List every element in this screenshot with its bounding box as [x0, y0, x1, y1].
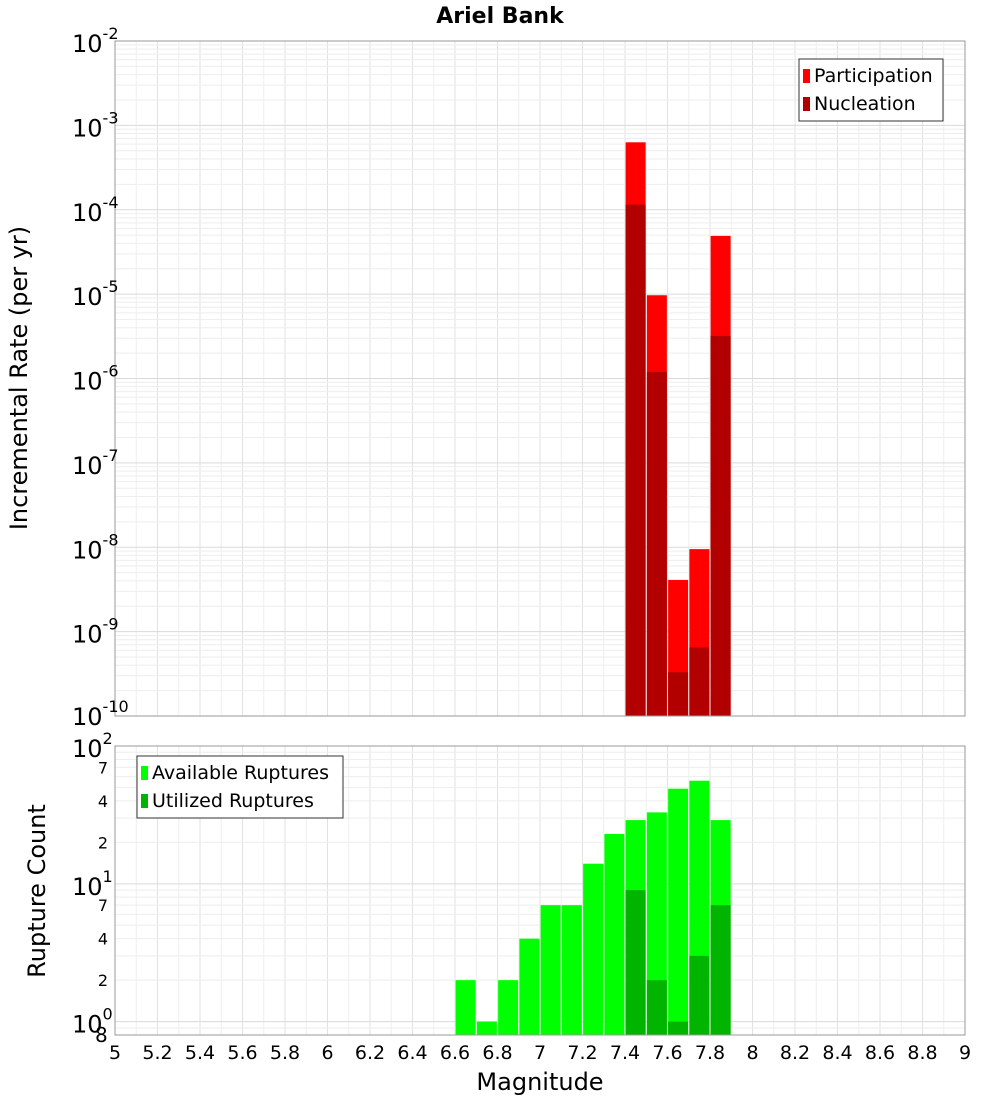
- x-tick-label: 7: [534, 1042, 546, 1064]
- bottom-bar-utilized-ruptures: [646, 980, 667, 1035]
- top-legend: Participation Nucleation: [798, 58, 944, 122]
- x-tick-label: 5.4: [185, 1042, 215, 1064]
- x-tick-label: 8.4: [822, 1042, 852, 1064]
- top-plot-bars: [625, 142, 731, 717]
- legend-label: Utilized Ruptures: [152, 790, 314, 812]
- top-plot-frame: [114, 40, 966, 717]
- bottom-bar-available-ruptures: [604, 833, 625, 1035]
- legend-swatch: [141, 794, 148, 808]
- top-y-axis-label: Incremental Rate (per yr): [5, 226, 33, 530]
- x-axis-ticks: 5 5.2 5.4 5.6 5.8 6 6.2 6.4 6.6 6.8 7 7.2 7.4 7.6 7.8 8…: [109, 1042, 971, 1064]
- bottom-y-axis-label: Rupture Count: [23, 804, 51, 978]
- legend-label: Available Ruptures: [152, 762, 329, 784]
- bottom-bar-available-ruptures: [668, 788, 689, 1035]
- x-tick-label: 6.8: [482, 1042, 512, 1064]
- legend-swatch: [141, 766, 148, 780]
- bottom-bar-available-ruptures: [498, 980, 519, 1035]
- bottom-y-minor-tick-label: 4: [98, 792, 108, 811]
- bottom-bar-available-ruptures: [519, 938, 540, 1035]
- x-tick-label: 6: [321, 1042, 333, 1064]
- top-y-tick-label: 10-4: [72, 193, 119, 227]
- x-tick-label: 5.8: [270, 1042, 300, 1064]
- bottom-y-minor-tick-label: 2: [98, 971, 108, 990]
- chart-title: Ariel Bank: [436, 4, 565, 29]
- bottom-bar-available-ruptures: [476, 1021, 497, 1035]
- top-y-tick-label: 10-10: [72, 697, 129, 731]
- x-axis-label: Magnitude: [476, 1068, 603, 1096]
- x-tick-label: 8: [746, 1042, 758, 1064]
- x-tick-label: 8.6: [865, 1042, 895, 1064]
- top-y-axis-ticks: 10-10 10-9 10-8 10-7 10-6 10-5 10-4 10-3 10-2: [72, 24, 129, 731]
- bottom-plot-frame: [114, 745, 966, 1036]
- top-bar-nucleation: [689, 647, 710, 716]
- x-tick-label: 7.2: [567, 1042, 597, 1064]
- top-plot-grid: [115, 40, 965, 717]
- bottom-bar-utilized-ruptures: [689, 955, 710, 1035]
- top-bar-nucleation: [625, 204, 646, 717]
- top-y-tick-label: 10-8: [72, 530, 119, 564]
- x-tick-label: 8.2: [780, 1042, 810, 1064]
- x-tick-label: 7.8: [695, 1042, 725, 1064]
- bottom-y-minor-tick-label: 7: [98, 896, 108, 915]
- x-tick-label: 7.6: [652, 1042, 682, 1064]
- bottom-plot-bars: [455, 780, 731, 1035]
- bottom-bar-available-ruptures: [561, 905, 582, 1035]
- bottom-bar-available-ruptures: [540, 905, 561, 1035]
- bottom-bar-available-ruptures: [646, 812, 667, 1035]
- x-tick-label: 5.2: [142, 1042, 172, 1064]
- bottom-bar-utilized-ruptures: [710, 905, 731, 1035]
- top-bar-nucleation: [646, 371, 667, 716]
- bottom-legend: Available Ruptures Utilized Ruptures: [136, 755, 344, 819]
- legend-label: Participation: [814, 65, 933, 87]
- legend-swatch: [803, 69, 810, 83]
- x-tick-label: 8.8: [907, 1042, 937, 1064]
- x-tick-label: 7.4: [610, 1042, 640, 1064]
- bottom-y-edge-label: 8: [95, 1023, 108, 1047]
- x-tick-label: 6.4: [397, 1042, 427, 1064]
- top-y-tick-label: 10-2: [72, 24, 119, 58]
- bottom-y-minor-tick-label: 7: [98, 758, 108, 777]
- legend-box: [798, 58, 944, 122]
- bottom-bar-available-ruptures: [583, 863, 604, 1035]
- x-tick-label: 6.2: [355, 1042, 385, 1064]
- bottom-y-minor-tick-label: 2: [98, 833, 108, 852]
- top-y-tick-label: 10-6: [72, 362, 119, 396]
- top-y-tick-label: 10-5: [72, 277, 119, 311]
- legend-swatch: [803, 97, 810, 111]
- legend-box: [136, 755, 344, 819]
- x-tick-label: 5: [109, 1042, 121, 1064]
- legend-label: Nucleation: [814, 93, 916, 115]
- bottom-bar-utilized-ruptures: [668, 1021, 689, 1035]
- top-bar-nucleation: [668, 672, 689, 716]
- top-bar-nucleation: [710, 335, 731, 716]
- bottom-bar-utilized-ruptures: [625, 890, 646, 1035]
- top-y-tick-label: 10-7: [72, 446, 119, 480]
- top-y-tick-label: 10-3: [72, 108, 119, 142]
- top-y-tick-label: 10-9: [72, 615, 119, 649]
- bottom-y-minor-tick-label: 4: [98, 930, 108, 949]
- x-tick-label: 6.6: [440, 1042, 470, 1064]
- x-tick-label: 5.6: [227, 1042, 257, 1064]
- bottom-bar-available-ruptures: [455, 980, 476, 1035]
- x-tick-label: 9: [959, 1042, 971, 1064]
